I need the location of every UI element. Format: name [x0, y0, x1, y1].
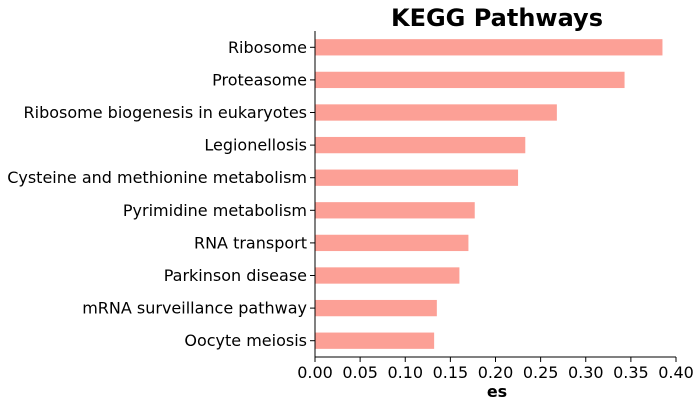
x-axis-label: es	[487, 382, 507, 401]
bar	[315, 299, 437, 317]
chart-title: KEGG Pathways	[391, 4, 603, 32]
bar	[315, 267, 460, 284]
bars-group	[315, 39, 663, 349]
x-tick-label: 0.25	[523, 363, 559, 382]
bar	[315, 234, 469, 252]
x-tick-label: 0.30	[568, 363, 604, 382]
category-label: Pyrimidine metabolism	[123, 201, 307, 220]
category-label: Cysteine and methionine metabolism	[7, 168, 307, 187]
category-label: Ribosome biogenesis in eukaryotes	[24, 103, 307, 122]
x-tick-label: 0.15	[433, 363, 469, 382]
x-tick-label: 0.00	[297, 363, 333, 382]
bar	[315, 71, 625, 89]
bar	[315, 332, 435, 349]
bar	[315, 39, 663, 56]
x-tick-label: 0.10	[387, 363, 423, 382]
category-labels-group: Ribosome Proteasome Ribosome biogenesis in…	[7, 38, 315, 350]
x-tick-label: 0.40	[658, 363, 694, 382]
x-ticks-group: 0.00 0.05 0.10 0.15 0.20 0.25 0.30 0.35 0.40	[297, 357, 694, 382]
category-label: Legionellosis	[204, 136, 307, 155]
category-label: Oocyte meiosis	[184, 331, 307, 350]
x-tick-label: 0.20	[478, 363, 514, 382]
category-label: RNA transport	[194, 233, 307, 252]
bar	[315, 104, 557, 121]
bar	[315, 136, 526, 154]
category-label: Proteasome	[212, 70, 307, 89]
bar	[315, 169, 519, 186]
category-label: Parkinson disease	[164, 266, 307, 285]
category-label: mRNA surveillance pathway	[82, 299, 307, 318]
x-tick-label: 0.35	[613, 363, 649, 382]
bar	[315, 202, 475, 219]
x-tick-label: 0.05	[342, 363, 378, 382]
category-label: Ribosome	[228, 38, 307, 57]
